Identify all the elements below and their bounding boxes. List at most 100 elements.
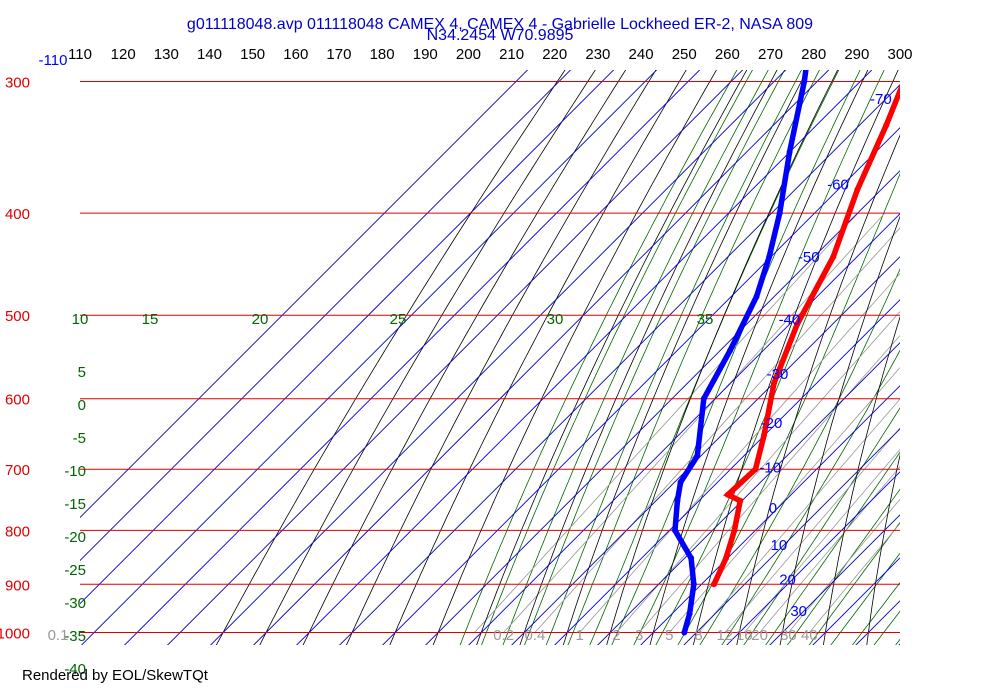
dewpoint-point <box>674 497 681 504</box>
dewpoint-point <box>690 581 697 588</box>
isotherm-line <box>296 70 873 645</box>
isotherm-label: -30 <box>767 366 789 383</box>
moist-adiabat-label: 10 <box>72 311 89 328</box>
moist-adiabat-line <box>743 407 900 645</box>
dry-adiabat-line <box>389 70 687 645</box>
moist-adiabat-line <box>851 582 900 645</box>
top-axis-label: 180 <box>370 46 395 63</box>
mixing-ratio-label: 20 <box>751 627 768 644</box>
dry-adiabat-line <box>736 134 900 645</box>
isotherm-line <box>80 70 572 562</box>
moist-adiabat-label: -40 <box>64 661 86 678</box>
dry-adiabat-line <box>779 215 900 645</box>
isotherm-line <box>597 342 900 645</box>
isotherm-line <box>80 70 615 605</box>
moist-adiabat-line <box>765 451 900 645</box>
dewpoint-point <box>677 479 684 486</box>
mixing-ratio-line <box>743 448 900 633</box>
dry-adiabats <box>215 0 1000 658</box>
mixing-ratio-label: 3 <box>635 627 643 644</box>
mixing-ratio-label: 16 <box>736 627 753 644</box>
isobar-label: 700 <box>5 462 30 479</box>
dewpoint-point <box>786 149 793 155</box>
moist-adiabat-line <box>611 70 861 645</box>
moist-adiabat-label: -35 <box>64 628 86 645</box>
top-axis-label: 150 <box>240 46 265 63</box>
isotherm-label: 10 <box>771 537 788 554</box>
isotherm-label: -10 <box>759 460 781 477</box>
isotherm-line <box>855 600 900 645</box>
top-axis-label: 280 <box>801 46 826 63</box>
isotherm-line <box>80 70 658 645</box>
mixing-ratio-label: 1 <box>575 627 583 644</box>
moist-adiabat-label: 30 <box>547 311 564 328</box>
temperature-point <box>771 380 777 387</box>
moist-adiabat-label: 15 <box>142 311 159 328</box>
mixing-ratio-label: 40 <box>801 627 818 644</box>
isobar-label: 600 <box>5 392 30 409</box>
isobar-label: 800 <box>5 523 30 540</box>
moist-adiabat-label: -10 <box>64 463 86 480</box>
dry-adiabat-line <box>692 70 899 645</box>
dry-adiabat-line <box>259 70 596 645</box>
isotherm-line <box>425 170 900 645</box>
isobar-label: 1000 <box>0 626 30 643</box>
top-axis-label: 270 <box>758 46 783 63</box>
dewpoint-point <box>681 629 688 636</box>
chart-subtitle: N34.2454 W70.9895 <box>427 27 574 44</box>
moist-adiabat-line <box>481 70 753 645</box>
temperature-point <box>731 527 738 534</box>
temperature-point <box>794 321 801 328</box>
moist-adiabat-line <box>633 70 885 645</box>
mixing-ratio-label: 0.1 <box>48 627 69 644</box>
isobars <box>80 80 900 633</box>
temperature-point <box>883 122 890 129</box>
temperature-point <box>854 186 861 193</box>
isobar-label: 400 <box>5 206 30 223</box>
isotherm-label: -20 <box>761 415 783 432</box>
top-axis-label: 140 <box>197 46 222 63</box>
dewpoint-point <box>694 453 701 459</box>
temperature-point <box>711 581 717 588</box>
mixing-ratio-label: 0.2 <box>493 627 514 644</box>
mixing-ratio-lines <box>474 212 900 633</box>
top-axis-label: -110 <box>39 52 68 69</box>
moist-adiabat-line <box>699 268 900 645</box>
moist-adiabat-label: 5 <box>78 364 86 381</box>
mixing-ratio-line <box>698 398 900 633</box>
isotherm-label: -50 <box>798 249 820 266</box>
temperature-point <box>724 491 731 498</box>
isotherm-line <box>928 0 1000 659</box>
mixing-ratio-label: 0.4 <box>524 627 545 644</box>
moist-adiabat-label: -5 <box>73 430 86 447</box>
dry-adiabat-line <box>562 70 808 645</box>
footer-credit: Rendered by EOL/SkewTQt <box>22 667 208 684</box>
moist-adiabat-line <box>677 172 900 645</box>
top-axis-label: 300 <box>887 46 912 63</box>
dewpoint-point <box>727 347 734 354</box>
mixing-ratio-label: 30 <box>780 627 797 644</box>
moist-adiabat-line <box>567 70 820 645</box>
isotherm-line <box>554 299 900 645</box>
isobar-label: 900 <box>5 577 30 594</box>
temperature-point <box>830 253 837 260</box>
dry-adiabat-line <box>953 0 1000 658</box>
isotherm-line <box>971 0 1000 659</box>
isobar-label: 300 <box>5 74 30 91</box>
sounding-profiles <box>672 70 900 636</box>
dry-adiabat-line <box>909 0 1000 658</box>
top-axis-label: 230 <box>585 46 610 63</box>
moist-adiabat-line <box>655 95 900 645</box>
isotherm-line <box>511 256 900 645</box>
temperature-point <box>752 466 759 473</box>
dewpoint-point <box>801 78 808 85</box>
moist-adiabat-line <box>721 349 900 645</box>
mixing-ratio-label: 5 <box>665 627 673 644</box>
temperature-point <box>723 555 729 562</box>
top-axis-label: 120 <box>111 46 136 63</box>
isotherm-line <box>683 428 900 645</box>
top-axis-label: 260 <box>715 46 740 63</box>
dewpoint-point <box>686 610 693 617</box>
dewpoint-point <box>753 293 760 300</box>
moist-adiabat-label: 20 <box>252 311 269 328</box>
